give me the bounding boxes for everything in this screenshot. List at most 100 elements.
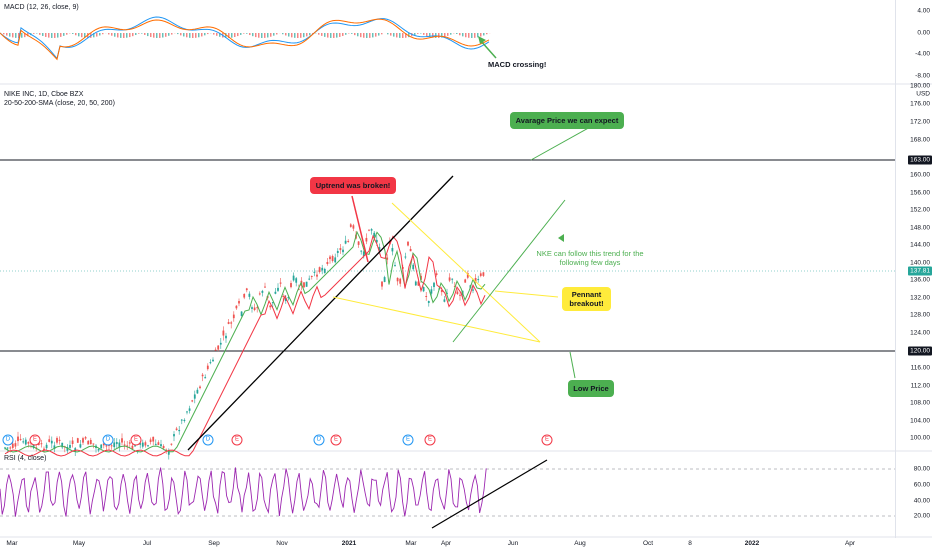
candle-body — [45, 444, 48, 449]
macd-histogram-bar — [285, 33, 287, 36]
candle-body — [92, 443, 95, 445]
macd-histogram-bar — [168, 33, 170, 36]
dividend-event-icon[interactable]: D — [102, 434, 114, 446]
macd-histogram-bar — [486, 33, 488, 35]
candle-body — [334, 257, 337, 263]
price-tick: 100.00 — [910, 434, 930, 442]
earnings-event-icon[interactable]: E — [424, 434, 436, 446]
candle-body — [349, 224, 352, 227]
macd-line — [0, 16, 490, 60]
macd-histogram-bar — [102, 33, 104, 35]
macd-histogram-bar — [45, 33, 47, 37]
candle-body — [388, 241, 391, 245]
resistance-price-tag: 163.00 — [908, 155, 932, 165]
macd-histogram-bar — [192, 33, 194, 38]
time-tick: 2022 — [744, 540, 760, 547]
candle-body — [391, 247, 394, 252]
macd-histogram-bar — [240, 33, 242, 35]
candle-body — [141, 442, 144, 447]
earnings-event-icon[interactable]: E — [130, 434, 142, 446]
price-tick: 176.00 — [910, 100, 930, 108]
macd-histogram-bar — [39, 33, 41, 35]
macd-histogram-bar — [237, 33, 239, 37]
candle-body — [381, 281, 383, 287]
macd-histogram-bar — [96, 33, 98, 37]
follow-arrow-icon — [558, 234, 564, 242]
macd-histogram-bar — [276, 33, 278, 35]
candle-body — [269, 305, 272, 308]
macd-histogram-bar — [354, 33, 356, 36]
candle-body — [477, 279, 480, 281]
candle-body — [32, 444, 35, 449]
candle-body — [105, 445, 108, 447]
uptrend-connector — [351, 195, 369, 263]
rsi-tick: 80.00 — [913, 465, 930, 473]
macd-histogram-bar — [369, 33, 371, 38]
macd-histogram-bar — [261, 33, 263, 38]
candle-body — [61, 442, 64, 448]
earnings-event-icon[interactable]: E — [29, 434, 41, 446]
time-tick: May — [72, 540, 86, 547]
macd-histogram-bar — [63, 33, 65, 36]
time-tick: 2021 — [341, 540, 357, 547]
candle-body — [121, 438, 123, 443]
macd-label: MACD (12, 26, close, 9) — [4, 4, 79, 11]
macd-histogram-bar — [450, 33, 452, 35]
candle-body — [344, 240, 347, 244]
low-price-note[interactable]: Low Price — [568, 380, 614, 397]
rsi-tick: 40.00 — [913, 497, 930, 505]
macd-histogram-bar — [129, 33, 131, 38]
candle-body — [113, 442, 116, 448]
candle-body — [152, 436, 155, 442]
macd-arrow — [479, 39, 497, 59]
macd-histogram-bar — [381, 33, 383, 35]
candle-body — [407, 241, 409, 246]
macd-histogram-bar — [390, 33, 392, 36]
macd-histogram-bar — [429, 33, 431, 37]
rsi-line — [0, 467, 487, 517]
candle-body — [196, 389, 199, 394]
candle-body — [474, 277, 477, 283]
macd-histogram-bar — [387, 33, 389, 35]
macd-histogram-bar — [270, 33, 272, 37]
dividend-event-icon[interactable]: E — [402, 434, 414, 446]
macd-histogram-bar — [294, 33, 296, 38]
macd-histogram-bar — [18, 33, 20, 38]
earnings-event-icon[interactable]: E — [541, 434, 553, 446]
price-tick: 156.00 — [910, 189, 930, 197]
macd-histogram-bar — [231, 33, 233, 38]
macd-histogram-bar — [324, 33, 326, 37]
macd-histogram-bar — [21, 33, 23, 38]
macd-histogram-bar — [333, 33, 335, 38]
dividend-event-icon[interactable]: D — [202, 434, 214, 446]
candle-body — [87, 440, 90, 445]
candle-body — [212, 359, 214, 362]
average-price-note[interactable]: Avarage Price we can expect — [510, 112, 624, 129]
price-tick: 160.00 — [910, 171, 930, 179]
candle-body — [248, 293, 251, 297]
macd-histogram-bar — [66, 33, 68, 35]
pennant-breakout-note[interactable]: Pennant breakout! — [562, 287, 611, 311]
candle-body — [126, 445, 129, 447]
dividend-event-icon[interactable]: D — [2, 434, 14, 446]
candle-body — [79, 444, 82, 448]
dividend-event-icon[interactable]: D — [313, 434, 325, 446]
macd-histogram-bar — [351, 33, 353, 34]
candle-body — [9, 447, 12, 449]
candle-body — [48, 439, 51, 442]
candle-body — [149, 439, 152, 442]
macd-histogram-bar — [372, 33, 374, 38]
time-tick: Sep — [208, 540, 220, 547]
earnings-event-icon[interactable]: E — [330, 434, 342, 446]
candle-body — [256, 307, 259, 309]
candle-body — [362, 251, 365, 257]
candle-body — [201, 374, 204, 377]
price-axis[interactable]: 4.00 0.00 -4.00 -8.00 180.00 USD 176.00 … — [895, 0, 932, 538]
uptrend-broken-note[interactable]: Uptrend was broken! — [310, 177, 396, 194]
candle-body — [365, 237, 368, 242]
earnings-event-icon[interactable]: E — [231, 434, 243, 446]
macd-histogram-bar — [342, 33, 344, 36]
macd-histogram-bar — [444, 33, 446, 37]
candle-body — [167, 450, 170, 455]
